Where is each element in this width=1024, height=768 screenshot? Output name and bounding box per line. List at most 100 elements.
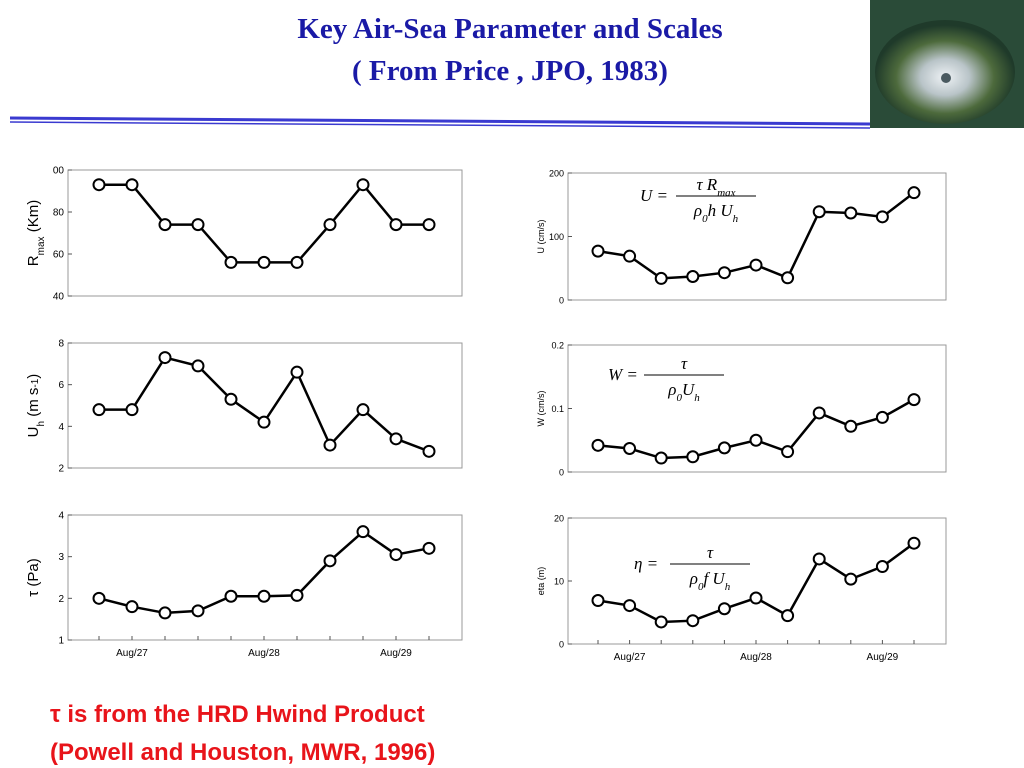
data-point [844, 419, 858, 433]
data-point [717, 266, 731, 280]
text-part: τ [681, 354, 688, 373]
text-part: τ [707, 543, 714, 562]
text-part: W (cm/s) [536, 391, 546, 427]
text-part: 0 [702, 213, 708, 225]
y-tick-label: 8 [58, 339, 64, 350]
plot-frame [67, 514, 463, 641]
data-point [356, 403, 370, 417]
data-point [844, 206, 858, 220]
data-point [158, 218, 172, 232]
header-rule [9, 121, 871, 129]
data-point [591, 594, 605, 608]
text-part: h [694, 392, 700, 404]
y-axis-label: U (cm/s) [536, 220, 546, 254]
data-point [686, 614, 700, 628]
text-part: eta (m) [536, 567, 546, 596]
data-point [191, 359, 205, 373]
x-tick-label: Aug/29 [380, 648, 412, 659]
data-point [907, 186, 921, 200]
data-point [290, 588, 304, 602]
data-point [591, 244, 605, 258]
text-part: h [733, 213, 739, 225]
y-axis-label: eta (m) [536, 567, 546, 596]
y-axis-label: τ (Pa) [25, 558, 42, 596]
data-point [875, 210, 889, 224]
data-point [356, 178, 370, 192]
data-point [92, 591, 106, 605]
data-point [125, 403, 139, 417]
data-point [781, 445, 795, 459]
data-point [389, 548, 403, 562]
data-point [875, 410, 889, 424]
text-part: h U [708, 201, 735, 220]
data-point [907, 536, 921, 550]
data-point [812, 552, 826, 566]
text-part: (m s [25, 388, 42, 421]
y-tick-label: 0 [559, 468, 564, 478]
x-tick-label: Aug/28 [248, 648, 280, 659]
x-tick-label: Aug/28 [740, 652, 772, 663]
data-point [92, 403, 106, 417]
data-point [749, 591, 763, 605]
data-point [224, 255, 238, 269]
data-point [812, 406, 826, 420]
y-tick-label: 6 [58, 380, 64, 391]
data-point [224, 589, 238, 603]
y-tick-label: 40 [53, 292, 65, 303]
footer-line: τ is from the HRD Hwind Product [50, 701, 425, 728]
text-part: 0 [676, 392, 682, 404]
y-axis-label: W (cm/s) [536, 391, 546, 427]
data-point [125, 600, 139, 614]
y-tick-label: 10 [554, 577, 564, 587]
data-point [623, 442, 637, 456]
y-tick-label: 60 [53, 250, 65, 261]
y-axis-label: Rmax (Km) [25, 200, 47, 266]
y-tick-label: 2 [58, 594, 64, 605]
data-point [389, 432, 403, 446]
formula-numerator: τ [681, 354, 688, 373]
y-tick-label: 200 [549, 169, 564, 179]
data-point [389, 218, 403, 232]
text-part: U (cm/s) [536, 220, 546, 254]
data-point [125, 178, 139, 192]
data-point [686, 450, 700, 464]
y-tick-label: 0 [559, 640, 564, 650]
data-point [356, 525, 370, 539]
text-part: max [36, 236, 47, 255]
x-tick-label: Aug/27 [614, 652, 646, 663]
y-tick-label: 0.2 [551, 341, 564, 351]
data-point [749, 258, 763, 272]
plot-frame [567, 517, 947, 645]
text-part: τ R [696, 175, 717, 194]
data-point [290, 255, 304, 269]
formula-numerator: τ [707, 543, 714, 562]
text-part: R [25, 255, 42, 266]
y-tick-label: 100 [549, 232, 564, 242]
y-tick-label: 4 [58, 511, 64, 522]
y-axis-label: Uh (m s-1) [25, 374, 47, 438]
data-point [844, 572, 858, 586]
data-point [654, 271, 668, 285]
formula-denominator: ρ0Uh [667, 380, 700, 404]
text-part: U [25, 426, 42, 437]
data-point [191, 218, 205, 232]
formula-lhs: U = [640, 186, 668, 205]
data-point [422, 444, 436, 458]
y-tick-label: 3 [58, 552, 64, 563]
data-point [812, 205, 826, 219]
data-point [224, 392, 238, 406]
data-point [257, 589, 271, 603]
y-tick-label: 2 [58, 464, 64, 475]
plot-frame [567, 172, 947, 301]
data-point [591, 438, 605, 452]
text-part: h [36, 421, 47, 427]
y-tick-label: 20 [554, 514, 564, 524]
text-part: max [717, 187, 735, 199]
text-part: 0 [698, 581, 704, 593]
text-part: (Km) [25, 200, 42, 237]
data-point [907, 393, 921, 407]
data-point [781, 271, 795, 285]
formula-denominator: ρ0f Uh [689, 569, 731, 593]
data-point [623, 599, 637, 613]
data-point [686, 270, 700, 284]
